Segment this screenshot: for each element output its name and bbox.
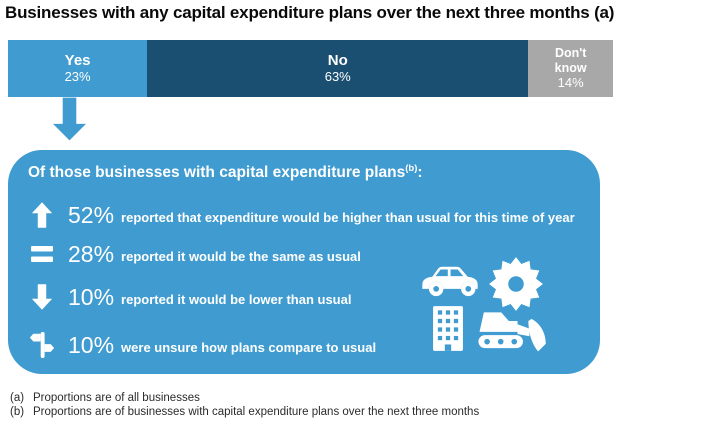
- footnote-text: Proportions are of all businesses: [33, 392, 200, 404]
- saw-blade-icon: [489, 257, 543, 311]
- footnote-a: (a) Proportions are of all businesses: [10, 391, 479, 405]
- footnotes: (a) Proportions are of all businesses (b…: [10, 391, 479, 420]
- breakdown-text: reported that expenditure would be highe…: [121, 209, 575, 225]
- breakdown-panel: Of those businesses with capital expendi…: [8, 150, 600, 374]
- segment-label: Yes: [64, 52, 91, 70]
- segment-value: 23%: [64, 69, 91, 85]
- down-arrow-icon: [24, 283, 60, 311]
- breakdown-row-higher: 52% reported that expenditure would be h…: [24, 198, 575, 232]
- breakdown-text: were unsure how plans compare to usual: [121, 339, 377, 355]
- breakdown-row-same: 28% reported it would be the same as usu…: [24, 237, 361, 271]
- bar-segment-dont-know: Don't know 14%: [528, 40, 614, 97]
- panel-heading-colon: :: [417, 164, 423, 182]
- segment-value: 63%: [324, 69, 351, 85]
- breakdown-row-unsure: 10% were unsure how plans compare to usu…: [24, 328, 376, 362]
- up-arrow-icon: [24, 201, 60, 229]
- breakdown-value: 28%: [68, 240, 115, 267]
- bar-segment-yes: Yes 23%: [8, 40, 148, 97]
- panel-heading-superscript: (b): [405, 163, 418, 174]
- segment-value: 14%: [557, 75, 584, 91]
- bulldozer-icon: [478, 312, 546, 352]
- signpost-icon: [24, 330, 60, 360]
- footnote-b: (b) Proportions are of businesses with c…: [10, 405, 479, 419]
- page-title: Businesses with any capital expenditure …: [5, 3, 615, 22]
- bar-segment-no: No 63%: [147, 40, 529, 97]
- segment-label: Don't know: [554, 46, 587, 75]
- equals-icon: [24, 245, 60, 263]
- stacked-bar: Yes 23% No 63% Don't know 14%: [8, 40, 614, 97]
- breakdown-value: 10%: [68, 283, 115, 310]
- footnote-text: Proportions are of businesses with capit…: [33, 406, 480, 419]
- car-icon: [422, 266, 478, 297]
- panel-heading: Of those businesses with capital expendi…: [28, 163, 423, 182]
- breakdown-text: reported it would be lower than usual: [121, 291, 352, 307]
- segment-label: No: [327, 52, 348, 70]
- breakdown-value: 52%: [68, 201, 115, 228]
- panel-heading-text: Of those businesses with capital expendi…: [28, 164, 406, 182]
- footnote-marker: (b): [10, 406, 25, 419]
- building-icon: [433, 306, 463, 351]
- breakdown-row-lower: 10% reported it would be lower than usua…: [24, 280, 351, 314]
- breakdown-text: reported it would be the same as usual: [121, 248, 361, 264]
- footnote-marker: (a): [10, 392, 25, 404]
- flow-down-arrow-icon: [53, 97, 86, 141]
- breakdown-value: 10%: [68, 331, 115, 358]
